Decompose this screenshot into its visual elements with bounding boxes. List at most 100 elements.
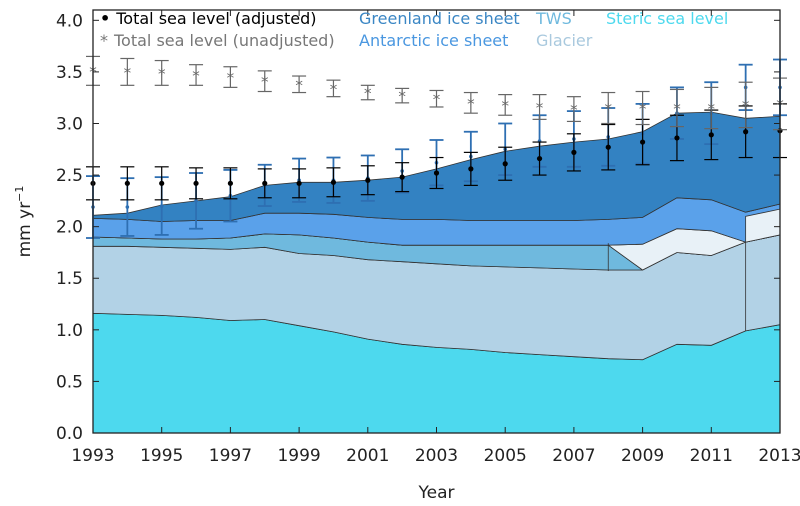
x-tick-label-10: 2013 <box>758 446 800 466</box>
point-adjusted-1998 <box>262 180 268 186</box>
errorbar-1-1998 <box>257 168 272 199</box>
point-adjusted-1994 <box>124 180 130 186</box>
errorbar-2-2012: * <box>738 81 753 129</box>
x-tick-label-8: 2009 <box>621 446 664 466</box>
point-adjusted-2002 <box>399 174 405 180</box>
point-unadjusted-2007: * <box>570 101 578 119</box>
point-unadjusted-2001: * <box>364 85 372 103</box>
errorbar-1-2009 <box>635 118 650 166</box>
y-tick-label-7: 3.5 <box>56 63 83 83</box>
point-sum-1995 <box>159 204 164 208</box>
point-unadjusted-1996: * <box>192 67 200 85</box>
point-unadjusted-1998: * <box>261 73 269 91</box>
legend-item-antarctic: Antarctic ice sheet <box>359 31 508 50</box>
errorbar-2-2010: * <box>669 88 684 128</box>
errorbar-1-2005 <box>498 146 513 181</box>
legend-item-unadjusted: * Total sea level (unadjusted) <box>100 31 335 50</box>
point-adjusted-1995 <box>159 180 165 186</box>
errorbar-1-2008 <box>601 123 616 171</box>
x-tick-label-3: 1999 <box>277 446 320 466</box>
errorbar-2-2006: * <box>532 93 547 120</box>
point-adjusted-2000 <box>330 179 337 185</box>
errorbar-2-2005: * <box>498 93 513 116</box>
point-adjusted-1997 <box>227 180 233 186</box>
errorbar-2-1995: * <box>154 59 169 86</box>
x-tick-label-9: 2011 <box>690 446 733 466</box>
errorbar-2-2000: * <box>326 79 341 98</box>
y-tick-label-0: 0.0 <box>56 424 83 444</box>
x-axis-title: Year <box>418 483 455 503</box>
x-tick-label-6: 2005 <box>484 446 527 466</box>
point-unadjusted-2011: * <box>708 100 716 118</box>
x-tick-label-7: 2007 <box>552 446 595 466</box>
point-adjusted-2009 <box>640 139 646 145</box>
point-adjusted-2001 <box>365 177 371 183</box>
point-adjusted-2010 <box>674 135 680 141</box>
point-sum-1994 <box>125 205 130 209</box>
errorbar-2-1999: * <box>292 75 307 94</box>
axis-ticks: 0.0 0.5 1.0 1.5 2.0 2.5 3.0 3.5 4.0 1993 1995 1997 1… <box>56 10 800 466</box>
point-adjusted-2004 <box>468 166 474 172</box>
errorbar-1-2007 <box>566 133 581 172</box>
point-adjusted-2006 <box>536 155 543 162</box>
x-tick-label-2: 1997 <box>209 446 252 466</box>
point-adjusted-2012 <box>743 129 749 135</box>
y-tick-label-1: 0.5 <box>56 372 83 392</box>
point-unadjusted-1994: * <box>124 64 132 82</box>
x-tick-label-4: 2001 <box>346 446 389 466</box>
y-tick-label-5: 2.5 <box>56 166 83 186</box>
point-adjusted-2003 <box>433 170 440 176</box>
y-axis-title: mm yr−1 <box>13 186 35 258</box>
point-unadjusted-2008: * <box>605 100 613 118</box>
point-unadjusted-2012: * <box>742 97 750 115</box>
errorbar-2-2003: * <box>429 89 444 109</box>
point-adjusted-2011 <box>708 132 714 138</box>
errorbar-1-2004 <box>463 151 478 186</box>
errorbar-1-1995 <box>154 166 169 201</box>
errorbar-1-1997 <box>223 167 238 200</box>
errorbar-2-2007: * <box>566 96 581 123</box>
errorbar-2-2008: * <box>601 91 616 125</box>
errorbar-1-2000 <box>326 167 341 198</box>
x-tick-label-1: 1995 <box>140 446 183 466</box>
point-unadjusted-1997: * <box>227 69 235 87</box>
point-adjusted-2005 <box>502 161 508 167</box>
point-unadjusted-2000: * <box>330 80 338 98</box>
legend-item-adjusted: • Total sea level (adjusted) <box>100 9 317 28</box>
point-unadjusted-2004: * <box>467 95 475 113</box>
point-unadjusted-2010: * <box>673 100 681 118</box>
errorbar-1-2003 <box>429 156 444 190</box>
point-sum-1996 <box>194 199 198 203</box>
legend-item-greenland: Greenland ice sheet <box>359 9 520 28</box>
errorbar-1-2006 <box>532 141 547 176</box>
y-tick-label-6: 3.0 <box>56 114 83 134</box>
legend-item-tws: TWS <box>535 9 572 28</box>
errorbar-2-2002: * <box>395 88 410 106</box>
errorbar-2-2001: * <box>360 85 375 103</box>
errorbar-1-2001 <box>360 165 375 196</box>
x-tick-label-0: 1993 <box>71 446 114 466</box>
point-unadjusted-2009: * <box>639 100 647 118</box>
point-adjusted-2007 <box>571 149 577 155</box>
errorbar-2-2011: * <box>704 86 719 130</box>
point-unadjusted-1999: * <box>295 76 303 94</box>
point-unadjusted-2002: * <box>398 88 406 106</box>
y-tick-label-4: 2.0 <box>56 218 83 238</box>
errorbar-1-1996 <box>189 167 204 200</box>
errorbar-2-1998: * <box>257 70 272 93</box>
errorbar-2-1997: * <box>223 66 238 88</box>
errorbar-2-1994: * <box>120 57 135 86</box>
point-adjusted-1999 <box>296 180 302 186</box>
errorbar-1-2002 <box>395 162 410 193</box>
y-tick-label-8: 4.0 <box>56 11 83 31</box>
errorbar-1-1994 <box>120 166 135 201</box>
point-unadjusted-2003: * <box>433 91 441 109</box>
y-tick-label-3: 1.5 <box>56 269 83 289</box>
legend-item-glacier: Glacier <box>536 31 593 50</box>
errorbar-1-1999 <box>292 168 307 199</box>
errorbar-2-2004: * <box>463 91 478 114</box>
legend-item-steric: Steric sea level <box>606 9 728 28</box>
x-tick-label-5: 2003 <box>415 446 458 466</box>
errorbar-2-1996: * <box>189 64 204 86</box>
